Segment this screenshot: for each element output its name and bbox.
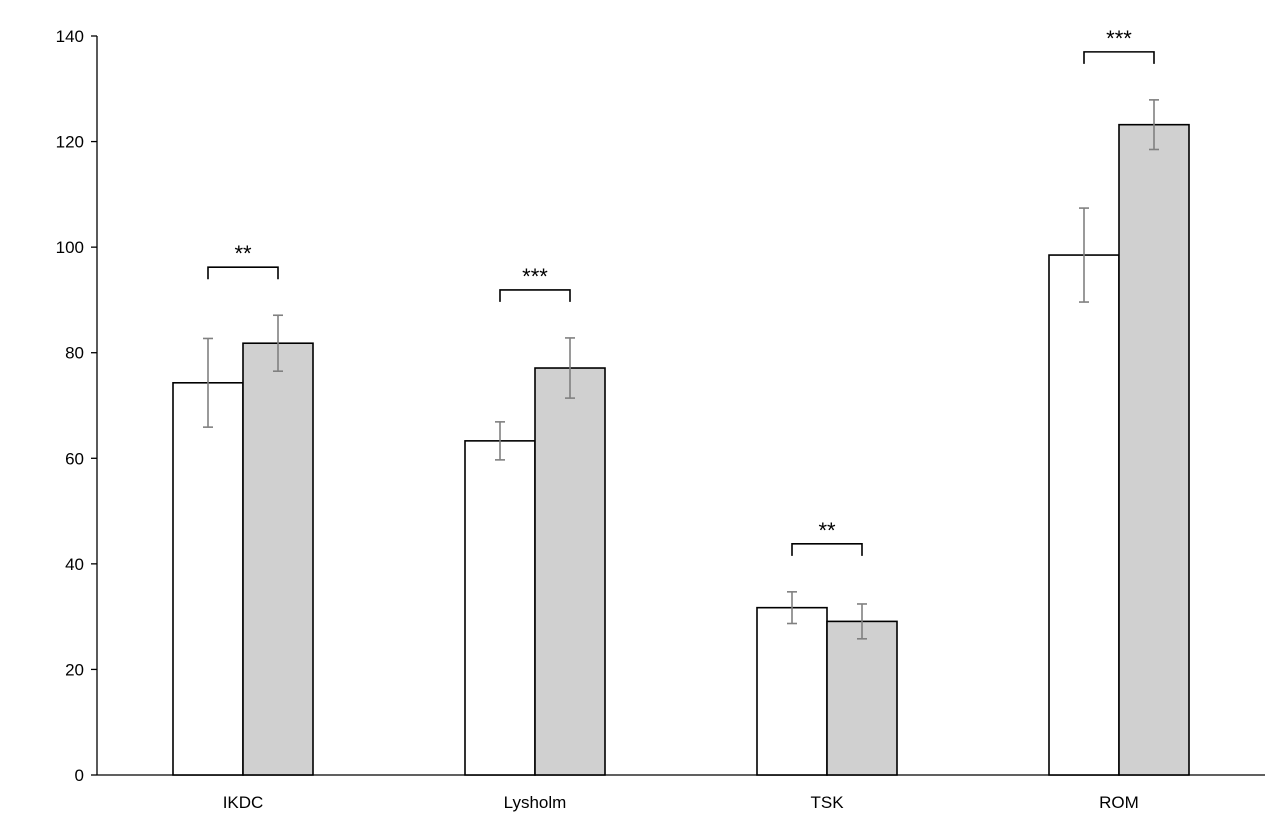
y-tick-label: 0 (75, 766, 84, 785)
y-tick-label: 60 (65, 449, 84, 468)
y-tick-label: 40 (65, 555, 84, 574)
significance-bracket (791, 543, 863, 556)
y-tick-label: 20 (65, 660, 84, 679)
y-tick-label: 140 (56, 27, 84, 46)
y-tick-label: 100 (56, 238, 84, 257)
bar-rom-1 (1048, 254, 1120, 776)
significance-label: *** (1106, 26, 1132, 51)
y-tick-label: 80 (65, 344, 84, 363)
bar-ikdc-1 (172, 382, 244, 776)
bar-lysholm-1 (464, 440, 536, 776)
bar-lysholm-2 (534, 367, 606, 776)
significance-bracket (1083, 51, 1155, 64)
bar-rom-2 (1118, 123, 1190, 776)
bar-ikdc-2 (242, 342, 314, 776)
error-bars (203, 99, 1159, 640)
y-tick-label: 120 (56, 133, 84, 152)
category-label-rom: ROM (1099, 793, 1139, 812)
significance-label: ** (234, 241, 252, 266)
bars (172, 123, 1190, 776)
significance-markers: ********** (207, 26, 1155, 556)
bar-tsk-1 (756, 606, 828, 776)
bar-tsk-2 (826, 620, 898, 776)
significance-label: ** (818, 518, 836, 543)
category-label-ikdc: IKDC (223, 793, 264, 812)
significance-label: *** (522, 264, 548, 289)
category-label-tsk: TSK (810, 793, 844, 812)
y-axis: 0 20 40 60 80 100 120 140 (56, 27, 98, 785)
significance-bracket (499, 289, 571, 302)
category-labels: IKDC Lysholm TSK ROM (223, 793, 1139, 812)
category-label-lysholm: Lysholm (504, 793, 567, 812)
significance-bracket (207, 266, 279, 280)
